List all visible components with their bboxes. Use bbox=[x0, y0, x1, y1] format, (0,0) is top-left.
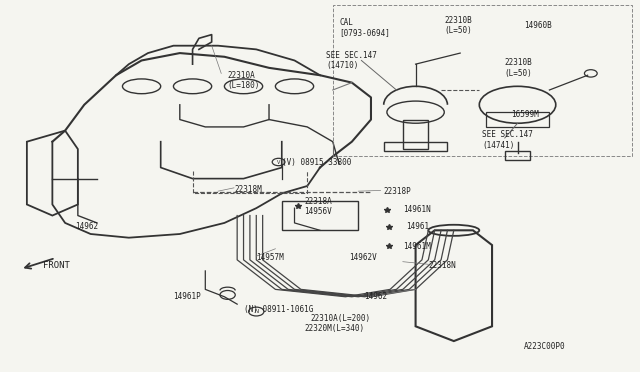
Text: 14961N: 14961N bbox=[403, 205, 431, 215]
Text: 22318P: 22318P bbox=[384, 187, 412, 196]
Text: SEE SEC.147
(14710): SEE SEC.147 (14710) bbox=[326, 51, 377, 70]
Text: 22310B
(L=50): 22310B (L=50) bbox=[505, 58, 532, 77]
Text: 14961: 14961 bbox=[406, 222, 429, 231]
Text: CAL
[0793-0694]: CAL [0793-0694] bbox=[339, 17, 390, 37]
Text: V: V bbox=[277, 160, 280, 164]
Text: 22318N: 22318N bbox=[428, 261, 456, 270]
Text: 22310A
(L=180): 22310A (L=180) bbox=[228, 71, 260, 90]
Text: 22318M: 22318M bbox=[234, 185, 262, 194]
Text: 14962: 14962 bbox=[365, 292, 388, 301]
Text: 22310B
(L=50): 22310B (L=50) bbox=[444, 16, 472, 35]
Text: 14962: 14962 bbox=[75, 222, 98, 231]
Bar bbox=[486, 112, 549, 127]
Text: SEE SEC.147
(14741): SEE SEC.147 (14741) bbox=[483, 130, 533, 150]
Text: 22310A(L=200): 22310A(L=200) bbox=[310, 314, 371, 323]
Bar bbox=[403, 119, 428, 149]
Text: 14961M: 14961M bbox=[403, 243, 431, 251]
Text: A223C00P0: A223C00P0 bbox=[524, 342, 566, 351]
Text: (V) 08915-33800: (V) 08915-33800 bbox=[282, 157, 351, 167]
Text: (N) 08911-1061G: (N) 08911-1061G bbox=[244, 305, 313, 314]
Text: N: N bbox=[254, 309, 259, 314]
Text: 22318A
14956V: 22318A 14956V bbox=[304, 197, 332, 216]
Text: FRONT: FRONT bbox=[43, 261, 70, 270]
Bar bbox=[384, 142, 447, 151]
Text: 16599M: 16599M bbox=[511, 109, 539, 119]
Text: 14962V: 14962V bbox=[349, 253, 376, 263]
Text: 14957M: 14957M bbox=[256, 253, 284, 263]
Text: 22320M(L=340): 22320M(L=340) bbox=[304, 324, 364, 333]
Text: 14960B: 14960B bbox=[524, 21, 552, 30]
Text: 14961P: 14961P bbox=[173, 292, 201, 301]
Bar bbox=[505, 151, 531, 160]
